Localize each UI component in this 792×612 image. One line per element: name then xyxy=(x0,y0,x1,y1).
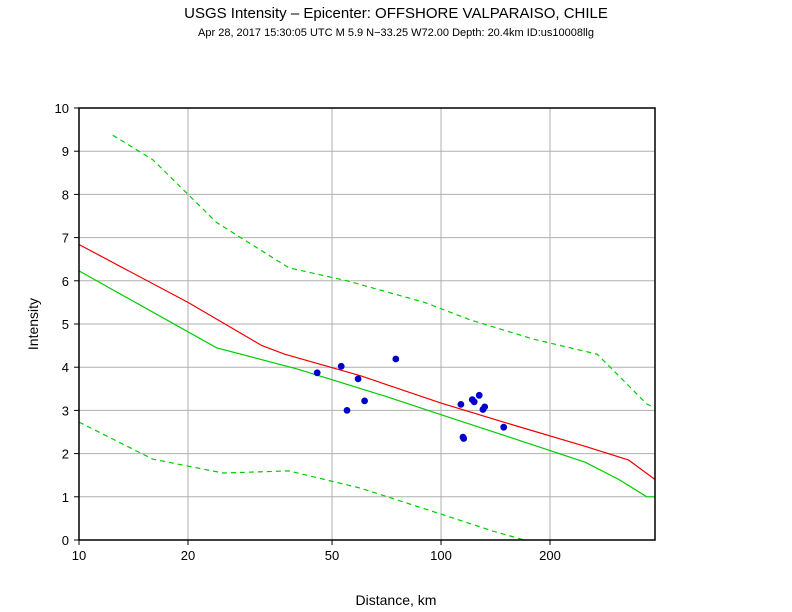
data-point xyxy=(457,401,465,408)
x-axis-label: Distance, km xyxy=(356,592,437,608)
y-tick-labels: 0 1 2 3 4 5 6 7 8 9 10 xyxy=(55,101,79,548)
solid-series-line-1 xyxy=(78,270,655,498)
y-tick-label: 10 xyxy=(55,101,69,116)
chart-title: USGS Intensity – Epicenter: OFFSHORE VAL… xyxy=(184,5,608,22)
y-tick-label: 5 xyxy=(62,317,69,332)
x-tick-labels: 10 20 50 100 200 xyxy=(72,540,561,563)
y-tick-label: 0 xyxy=(62,533,69,548)
series-lines xyxy=(78,134,656,541)
dashed-series-line-3 xyxy=(78,421,525,541)
data-point xyxy=(313,369,321,377)
data-point xyxy=(337,362,345,370)
y-tick-label: 2 xyxy=(62,447,69,462)
x-tick-label: 20 xyxy=(181,548,195,563)
data-point xyxy=(500,423,508,431)
chart-subtitle: Apr 28, 2017 15:30:05 UTC M 5.9 N−33.25 … xyxy=(198,27,594,39)
solid-series-line-0 xyxy=(78,243,656,480)
data-point xyxy=(475,391,483,399)
x-tick-label: 10 xyxy=(72,548,86,563)
data-point xyxy=(354,375,362,383)
data-point xyxy=(470,398,478,406)
data-point xyxy=(481,403,489,411)
y-tick-label: 4 xyxy=(62,360,69,375)
y-tick-label: 9 xyxy=(62,144,69,159)
y-tick-label: 6 xyxy=(62,274,69,289)
x-tick-label: 100 xyxy=(430,548,452,563)
y-tick-label: 7 xyxy=(62,231,69,246)
y-tick-label: 1 xyxy=(62,490,69,505)
x-tick-label: 50 xyxy=(325,548,339,563)
y-tick-label: 8 xyxy=(62,187,69,202)
x-tick-label: 200 xyxy=(539,548,561,563)
y-axis-label: Intensity xyxy=(25,298,41,350)
data-point xyxy=(460,435,468,442)
data-point xyxy=(343,407,351,414)
data-points xyxy=(313,355,508,442)
data-point xyxy=(392,355,400,363)
data-point xyxy=(361,397,368,405)
dashed-series-line-2 xyxy=(112,134,656,409)
y-tick-label: 3 xyxy=(62,403,69,418)
